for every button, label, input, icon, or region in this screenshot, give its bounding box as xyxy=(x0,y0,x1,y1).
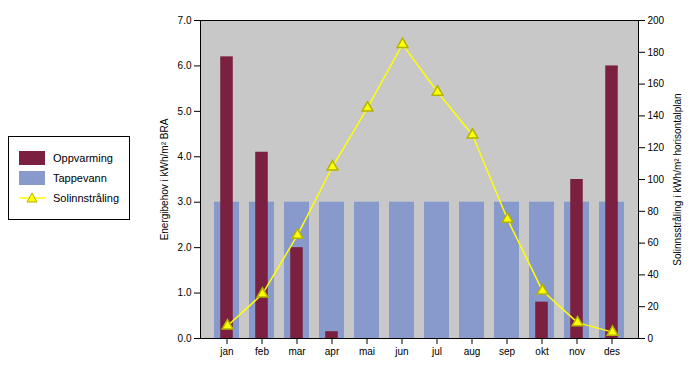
svg-text:6.0: 6.0 xyxy=(178,60,192,71)
svg-text:60: 60 xyxy=(648,237,660,248)
svg-text:40: 40 xyxy=(648,269,660,280)
svg-text:140: 140 xyxy=(648,110,665,121)
svg-text:200: 200 xyxy=(648,15,665,26)
svg-text:160: 160 xyxy=(648,78,665,89)
svg-text:7.0: 7.0 xyxy=(178,15,192,26)
svg-text:jun: jun xyxy=(394,346,408,357)
svg-text:4.0: 4.0 xyxy=(178,151,192,162)
html-text:Solinnstråling: Solinnstråling xyxy=(53,191,119,204)
svg-text:mar: mar xyxy=(288,346,306,357)
svg-text:Energibehov i kWh/m² BRA: Energibehov i kWh/m² BRA xyxy=(159,118,170,240)
svg-text:20: 20 xyxy=(648,301,660,312)
svg-text:100: 100 xyxy=(648,174,665,185)
svg-text:des: des xyxy=(604,346,620,357)
svg-text:okt: okt xyxy=(535,346,549,357)
html-text:Tappevann: Tappevann xyxy=(53,171,107,184)
svg-text:jul: jul xyxy=(431,346,442,357)
svg-text:aug: aug xyxy=(464,346,481,357)
svg-text:0.0: 0.0 xyxy=(178,333,192,344)
svg-text:sep: sep xyxy=(499,346,516,357)
svg-text:180: 180 xyxy=(648,47,665,58)
svg-text:feb: feb xyxy=(255,346,269,357)
svg-text:Solinnsstråling i kWh/m² horis: Solinnsstråling i kWh/m² horisontalplan xyxy=(672,93,683,265)
svg-text:0: 0 xyxy=(648,333,654,344)
svg-text:120: 120 xyxy=(648,142,665,153)
svg-text:apr: apr xyxy=(325,346,340,357)
svg-text:80: 80 xyxy=(648,206,660,217)
svg-text:3.0: 3.0 xyxy=(178,196,192,207)
svg-text:nov: nov xyxy=(569,346,585,357)
svg-text:mai: mai xyxy=(359,346,375,357)
html-text:Oppvarming: Oppvarming xyxy=(53,151,113,164)
svg-text:5.0: 5.0 xyxy=(178,106,192,117)
svg-text:jan: jan xyxy=(219,346,233,357)
svg-text:1.0: 1.0 xyxy=(178,287,192,298)
svg-text:2.0: 2.0 xyxy=(178,242,192,253)
